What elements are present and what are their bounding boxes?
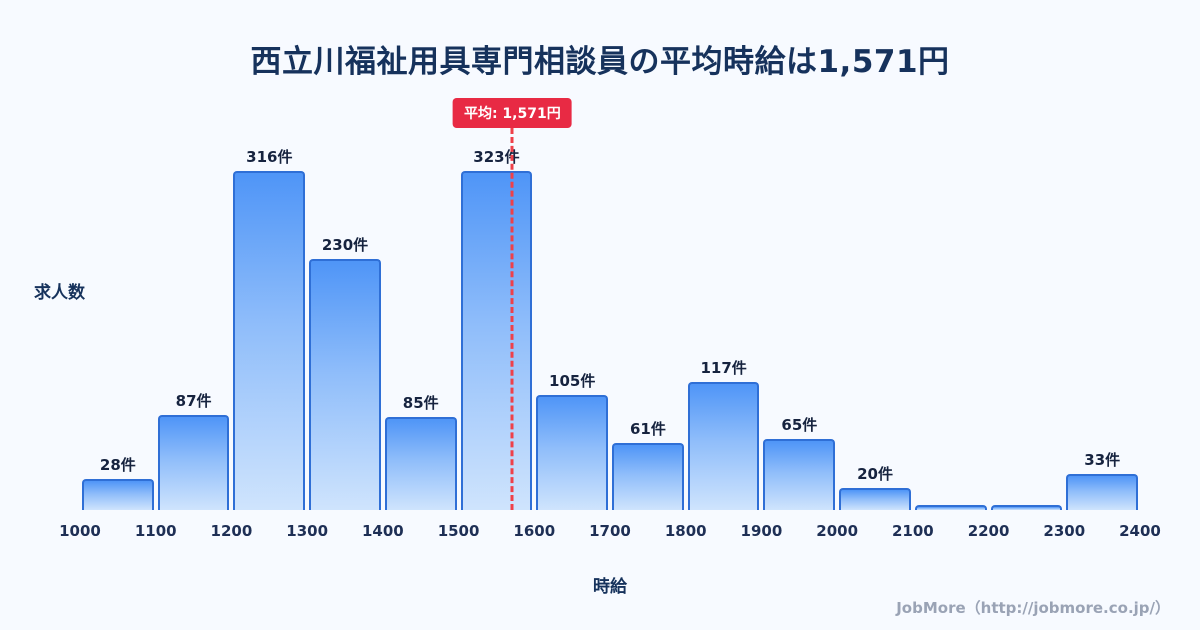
histogram-bar — [82, 479, 154, 510]
bar-column: 85件 — [383, 150, 459, 510]
bar-column — [989, 150, 1065, 510]
bar-column — [913, 150, 989, 510]
histogram-plot-area: 28件 87件 316件 230件 85件 323件 105件 61件 117件 65件 20件 33… — [80, 98, 1140, 510]
bar-value-label: 105件 — [549, 372, 596, 391]
histogram-bar — [460, 171, 533, 510]
x-tick-label: 2200 — [967, 522, 1010, 540]
bar-column: 20件 — [837, 150, 913, 510]
footer-credit: JobMore（http://jobmore.co.jp/） — [896, 599, 1170, 617]
histogram-bars: 28件 87件 316件 230件 85件 323件 105件 61件 117件 65件 20件 33… — [80, 150, 1140, 510]
bar-value-label: 61件 — [629, 420, 666, 439]
average-line — [510, 128, 514, 510]
bar-value-label: 316件 — [246, 148, 293, 166]
bar-column: 117件 — [686, 150, 762, 510]
bar-value-label: 33件 — [1084, 451, 1121, 469]
bar-column: 323件 — [459, 150, 535, 510]
bar-value-label: 87件 — [175, 392, 212, 411]
page-title: 西立川福祉用具専門相談員の平均時給は1,571円 — [250, 44, 950, 80]
bar-column: 87件 — [156, 150, 232, 510]
histogram-bar — [914, 504, 987, 510]
x-tick-label: 1400 — [361, 522, 404, 540]
bar-value-label: 230件 — [321, 236, 369, 255]
bar-value-label: 117件 — [700, 359, 747, 378]
histogram-bar — [990, 504, 1063, 510]
x-tick-label: 2300 — [1043, 522, 1086, 540]
histogram-bar — [839, 488, 911, 510]
bar-value-label: 65件 — [781, 416, 818, 435]
bar-column: 33件 — [1064, 150, 1140, 510]
bar-column: 28件 — [80, 150, 156, 510]
x-tick-label: 1600 — [513, 522, 556, 540]
y-axis-label: 求人数 — [34, 283, 85, 303]
bar-value-label: 323件 — [473, 148, 520, 166]
histogram-bar — [536, 395, 609, 510]
x-tick-label: 1200 — [210, 522, 253, 540]
histogram-bar — [687, 382, 760, 510]
bar-value-label: 85件 — [402, 394, 439, 413]
histogram-bar — [612, 443, 684, 510]
x-tick-label: 1100 — [134, 522, 177, 540]
x-tick-label: 1900 — [740, 522, 783, 540]
bar-value-label: 28件 — [99, 456, 136, 475]
x-tick-label: 1500 — [437, 522, 480, 540]
x-tick-label: 2100 — [891, 522, 934, 540]
histogram-bar — [309, 259, 381, 510]
histogram-bar — [233, 171, 306, 510]
histogram-bar — [384, 417, 457, 510]
bar-value-label: 20件 — [857, 465, 893, 484]
histogram-bar — [1066, 474, 1139, 510]
average-badge: 平均: 1,571円 — [452, 98, 572, 128]
histogram-bar — [157, 415, 230, 510]
x-tick-label: 1700 — [589, 522, 631, 540]
bar-column: 65件 — [761, 150, 837, 510]
x-tick-label: 1000 — [59, 522, 101, 540]
bar-column: 316件 — [231, 150, 307, 510]
bar-column: 61件 — [610, 150, 686, 510]
bar-column: 230件 — [307, 150, 383, 510]
x-axis-ticks: 1000 1100 1200 1300 1400 1500 1600 1700 1800 1900… — [59, 522, 1161, 542]
x-tick-label: 1300 — [286, 522, 329, 540]
x-tick-label: 2000 — [816, 522, 859, 540]
histogram-bar — [763, 439, 836, 510]
bar-column: 105件 — [534, 150, 610, 510]
x-tick-label: 2400 — [1119, 522, 1161, 540]
x-tick-label: 1800 — [664, 522, 707, 540]
x-axis-label: 時給 — [593, 577, 627, 597]
